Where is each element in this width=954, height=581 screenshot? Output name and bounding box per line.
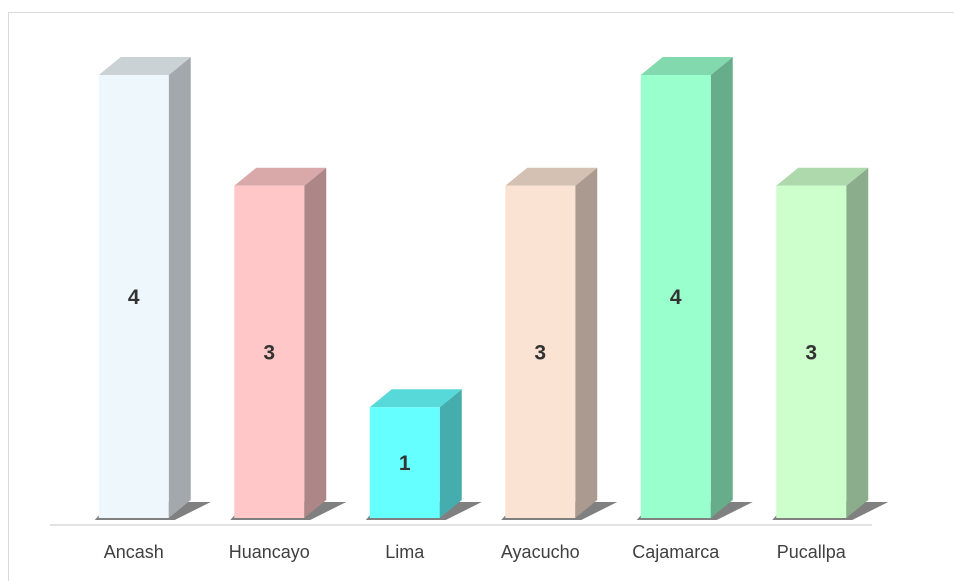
x-tick-label: Ancash: [104, 542, 164, 562]
data-label: 3: [805, 341, 817, 364]
bar-side: [710, 57, 733, 518]
x-tick-label: Lima: [385, 542, 425, 562]
bar: [505, 185, 576, 518]
bar: [234, 185, 305, 518]
x-tick-label: Cajamarca: [632, 542, 720, 562]
bar: [640, 75, 711, 518]
bar-side: [575, 167, 598, 518]
data-label: 3: [534, 341, 546, 364]
data-label: 4: [128, 286, 140, 309]
bar-top: [640, 57, 733, 75]
bar-top: [234, 167, 327, 186]
x-tick-label: Ayacucho: [501, 542, 580, 562]
bar-top: [505, 167, 598, 186]
bar-side: [846, 167, 869, 518]
x-tick-label: Huancayo: [229, 542, 310, 562]
bar-top: [98, 57, 191, 75]
x-tick-label: Pucallpa: [777, 542, 847, 562]
data-label: 1: [399, 452, 411, 475]
bar-top: [776, 167, 869, 186]
bar-side: [439, 389, 462, 518]
data-label: 3: [263, 341, 275, 364]
data-label: 4: [670, 286, 682, 309]
bar-side: [168, 57, 191, 518]
bar: [369, 407, 440, 518]
bar: [776, 185, 847, 518]
bar: [98, 75, 169, 518]
bar-side: [304, 167, 327, 518]
bar-top: [369, 389, 462, 408]
